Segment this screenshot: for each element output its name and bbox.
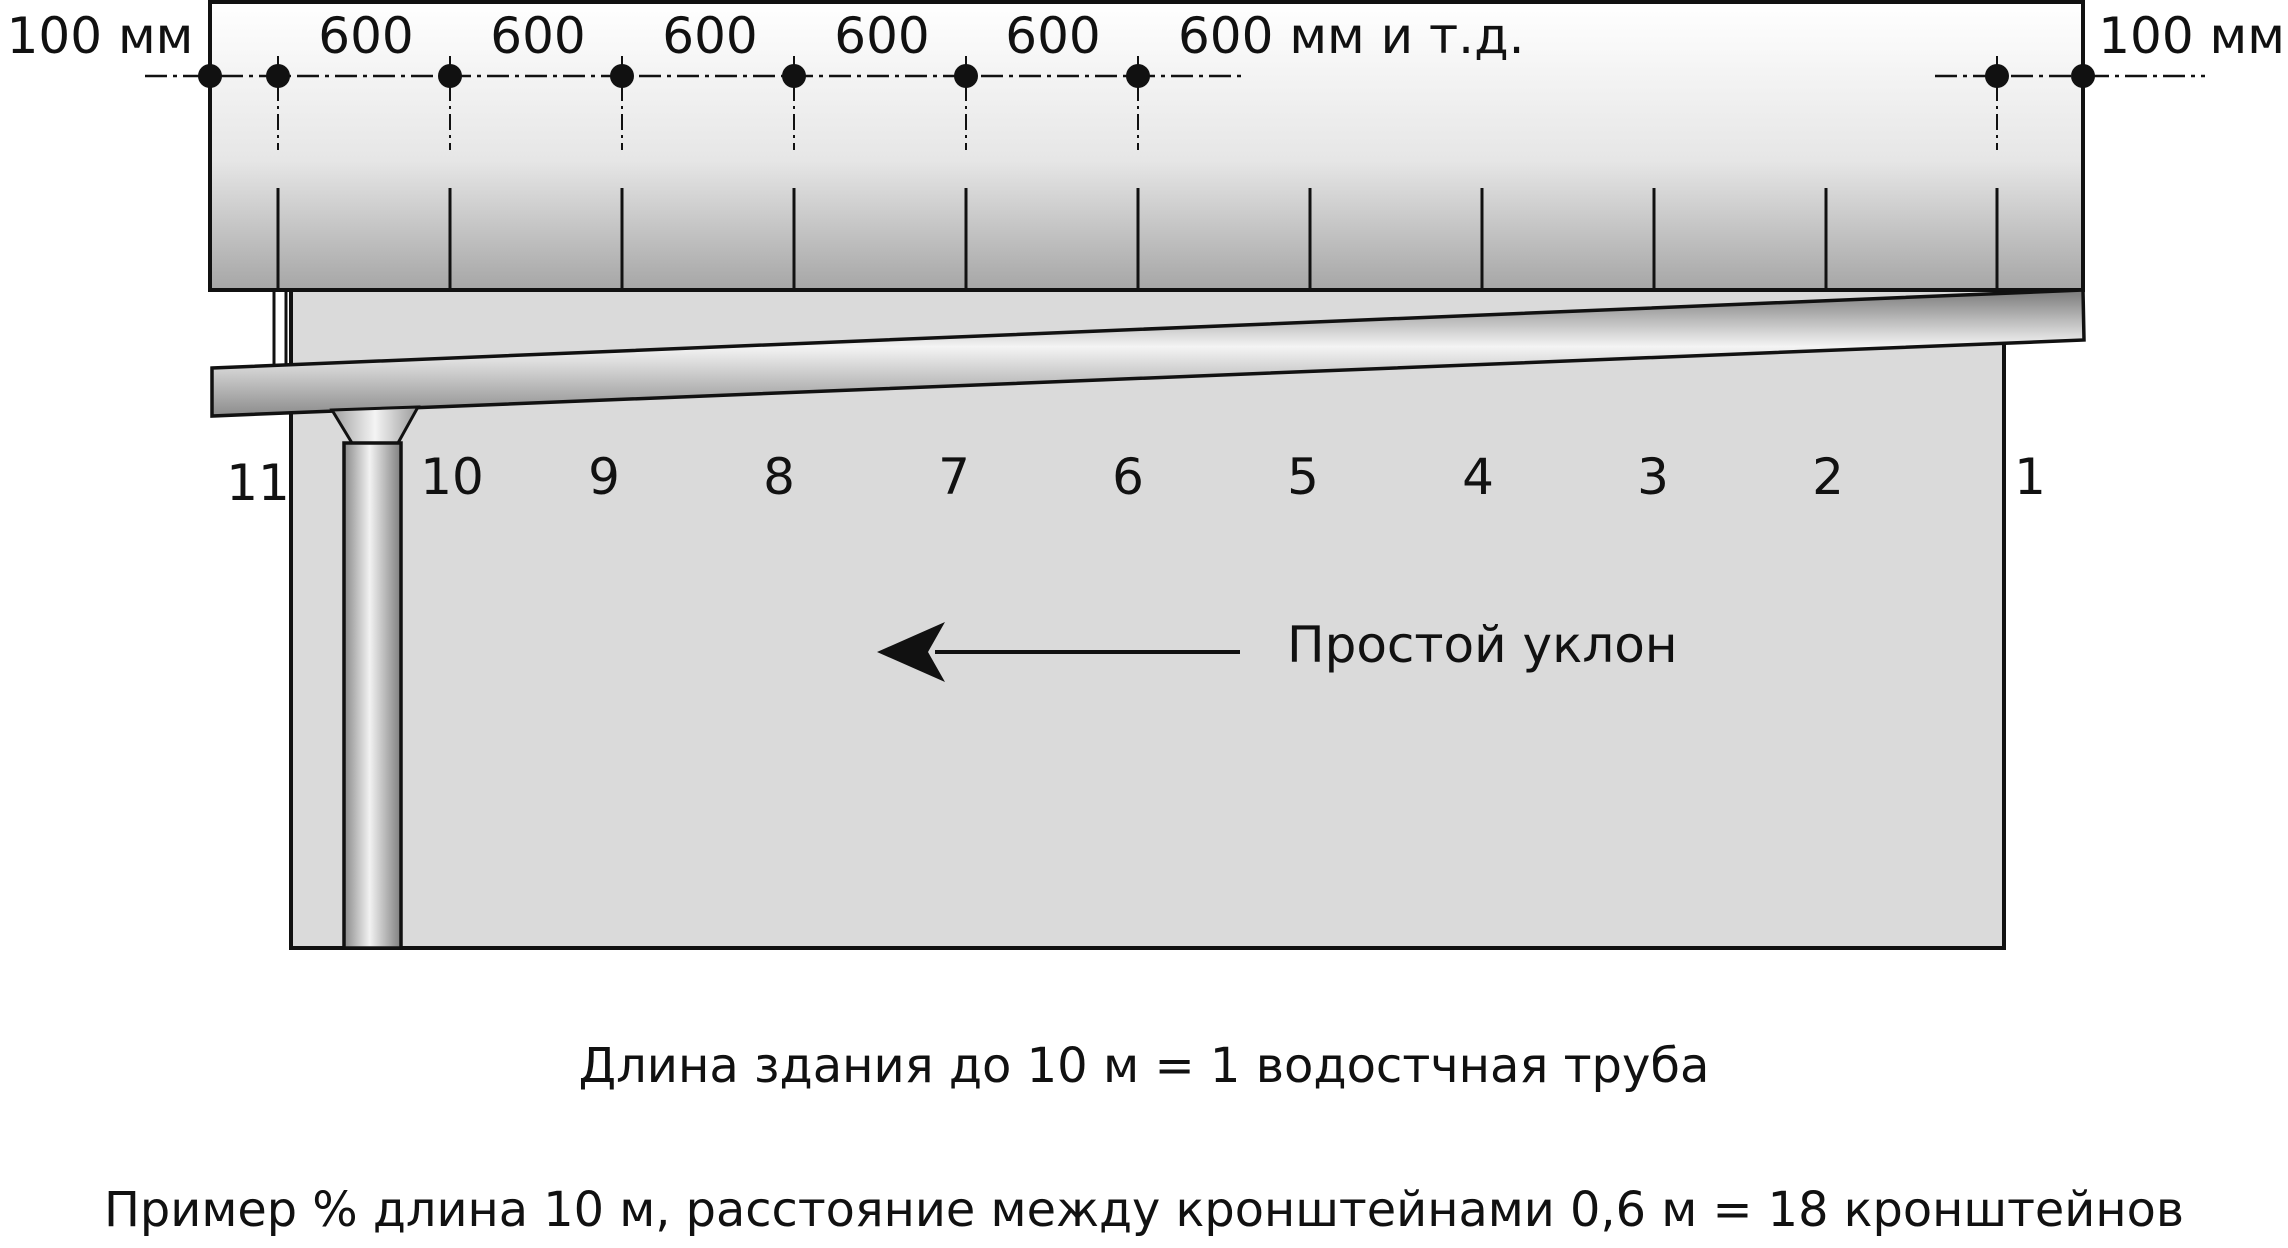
bracket-number: 9 bbox=[588, 448, 620, 506]
caption-downpipe: Длина здания до 10 м = 1 водостчная труб… bbox=[579, 1038, 1710, 1094]
bracket-number: 6 bbox=[1112, 448, 1144, 506]
dimension-dot bbox=[954, 64, 978, 88]
dimension-dot bbox=[2071, 64, 2095, 88]
dimension-dot bbox=[438, 64, 462, 88]
bracket-number: 3 bbox=[1637, 448, 1669, 506]
dim-label-spacing: 600 bbox=[834, 7, 929, 65]
arrow-left-icon bbox=[877, 622, 1240, 682]
caption-example: Пример % длина 10 м, расстояние между кр… bbox=[104, 1182, 2184, 1238]
dim-label-spacing: 600 bbox=[490, 7, 585, 65]
dim-label-edge-right: 100 мм bbox=[2098, 7, 2285, 65]
gutter bbox=[210, 288, 2086, 418]
bracket-number: 11 bbox=[226, 454, 290, 512]
dimension-dot bbox=[198, 64, 222, 88]
dimension-dot bbox=[1985, 64, 2009, 88]
bracket-number: 2 bbox=[1812, 448, 1844, 506]
dim-label-edge-left: 100 мм bbox=[7, 7, 194, 65]
dimension-dot bbox=[782, 64, 806, 88]
roof-panel bbox=[208, 0, 2085, 292]
bracket-number: 8 bbox=[763, 448, 795, 506]
bracket-number: 10 bbox=[420, 448, 484, 506]
dim-label-spacing: 600 bbox=[662, 7, 757, 65]
dimension-points bbox=[198, 64, 2095, 88]
dim-label-spacing: 600 bbox=[1005, 7, 1100, 65]
roof-bracket-lines bbox=[276, 188, 1999, 290]
bracket-number: 4 bbox=[1462, 448, 1494, 506]
bracket-number: 7 bbox=[938, 448, 970, 506]
downpipe bbox=[342, 441, 403, 950]
dimension-dot bbox=[1126, 64, 1150, 88]
bracket-number: 1 bbox=[2014, 448, 2046, 506]
dimension-dot bbox=[610, 64, 634, 88]
dimension-dot bbox=[266, 64, 290, 88]
slope-label: Простой уклон bbox=[1287, 616, 1678, 674]
dim-label-spacing: 600 bbox=[318, 7, 413, 65]
dim-label-spacing-last: 600 мм и т.д. bbox=[1178, 7, 1525, 65]
bracket-number: 5 bbox=[1287, 448, 1319, 506]
